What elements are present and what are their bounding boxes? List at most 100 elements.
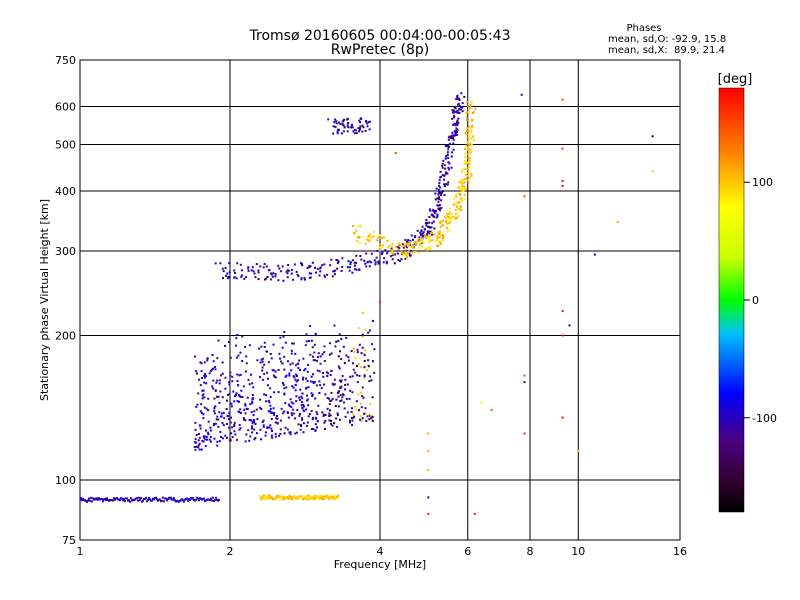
point-f-trace-x-	[386, 239, 389, 242]
point-f1-scatter	[195, 370, 198, 373]
point-f1-scatter	[212, 387, 215, 390]
point-upper-echoes	[335, 120, 338, 123]
point-e-region-trace	[191, 497, 194, 500]
point-f1-scatter	[319, 384, 322, 387]
point-f1-scatter	[279, 336, 282, 339]
point-f-trace-o-	[306, 267, 309, 269]
point-f1-scatter	[359, 415, 362, 418]
point-f1-scatter	[371, 360, 374, 363]
point-f1-scatter	[299, 428, 302, 431]
point-f1-scatter	[290, 401, 293, 404]
point-f1-scatter	[253, 438, 256, 441]
point-f1-scatter	[314, 423, 317, 426]
point-f1-scatter	[312, 373, 314, 376]
point-f-trace-x-	[461, 200, 464, 202]
point-es-trace	[291, 498, 294, 501]
point-f-trace-o-	[454, 133, 457, 135]
point-f1-scatter	[288, 405, 291, 407]
point-f1-scatter	[244, 412, 247, 415]
point-upper-echoes	[343, 118, 345, 121]
point-f-trace-x-	[460, 208, 463, 211]
point-f1-scatter	[270, 418, 273, 420]
point-f1-scatter	[289, 398, 292, 401]
point-f1-scatter	[263, 363, 266, 366]
point-f1-scatter	[364, 349, 367, 352]
point-f1-scatter	[352, 362, 354, 365]
point-f1-scatter	[302, 403, 305, 406]
point-f-trace-o-	[228, 271, 231, 274]
point-f1-scatter	[236, 334, 239, 336]
point-f1-scatter	[200, 403, 203, 406]
point-es-trace	[295, 497, 298, 500]
point-f1-scatter	[320, 387, 323, 389]
point-f-trace-x-	[455, 194, 458, 197]
point-f-trace-x-	[372, 230, 375, 233]
stats-heading: Phases	[626, 23, 661, 34]
point-f1-scatter	[222, 424, 225, 427]
point-f-trace-o-	[384, 249, 387, 252]
point-f-trace-x-	[352, 225, 355, 227]
point-f1-scatter	[314, 359, 316, 362]
point-f-trace-x-	[446, 227, 449, 229]
point-es-trace	[305, 496, 308, 499]
point-f-trace-o-	[254, 276, 257, 279]
point-f-trace-x-	[435, 235, 438, 237]
point-f1-scatter	[344, 378, 347, 381]
point-e-region-trace	[98, 497, 100, 500]
point-upper-echoes	[350, 124, 353, 127]
point-f-trace-o-	[419, 231, 422, 234]
point-f1-scatter	[337, 391, 340, 394]
point-es-trace	[317, 495, 320, 498]
point-f1-scatter	[361, 386, 364, 389]
point-f-trace-o-	[363, 259, 366, 262]
point-f1-scatter	[361, 417, 364, 420]
point-f1-scatter	[337, 395, 340, 398]
point-f1-scatter	[360, 366, 363, 368]
point-f1-scatter	[348, 397, 351, 400]
point-f1-scatter	[228, 381, 231, 384]
point-f1-scatter	[213, 409, 216, 412]
point-f1-scatter	[233, 400, 236, 403]
point-f-trace-o-	[300, 278, 303, 281]
y-tick-label: 300	[55, 245, 76, 258]
point-f-trace-o-	[355, 261, 358, 264]
point-f1-scatter	[297, 423, 300, 426]
point-f1-scatter	[278, 434, 280, 437]
point-f-trace-o-	[255, 263, 258, 265]
point-f-trace-o-	[349, 261, 352, 264]
point-f-trace-o-	[373, 259, 376, 262]
point-f1-scatter	[195, 405, 198, 408]
point-f-trace-x-	[448, 218, 451, 220]
point-f-trace-x-	[457, 208, 460, 211]
point-f1-scatter	[354, 371, 357, 374]
point-f-trace-o-	[233, 276, 236, 279]
point-f-trace-o-	[441, 164, 444, 167]
point-f-trace-x-	[379, 237, 382, 240]
point-f1-scatter	[329, 409, 331, 412]
point-f1-scatter	[204, 372, 207, 375]
point-f-trace-o-	[286, 272, 289, 275]
point-f-trace-x-	[471, 125, 473, 128]
point-f-trace-o-	[285, 270, 288, 273]
isolated-point	[379, 300, 381, 303]
point-f-trace-x-	[403, 248, 406, 251]
point-f1-scatter	[251, 422, 254, 425]
point-f-trace-x-	[395, 246, 398, 249]
point-e-region-trace	[88, 497, 90, 500]
point-f-trace-o-	[425, 221, 428, 224]
point-f-trace-x-	[455, 202, 457, 205]
point-f1-scatter	[326, 397, 329, 399]
point-f-trace-x-	[442, 219, 444, 222]
point-f1-scatter	[345, 336, 348, 339]
point-f-trace-o-	[436, 213, 439, 216]
point-f-trace-x-	[466, 133, 469, 135]
point-f-trace-o-	[426, 230, 429, 233]
point-f1-scatter	[285, 386, 288, 389]
point-f-trace-o-	[349, 263, 352, 266]
point-f1-scatter	[271, 369, 274, 372]
point-f1-scatter	[300, 425, 303, 427]
point-f-trace-x-	[464, 156, 467, 159]
point-f-trace-o-	[407, 239, 410, 241]
point-f1-scatter	[312, 359, 315, 362]
point-f-trace-x-	[471, 124, 474, 127]
